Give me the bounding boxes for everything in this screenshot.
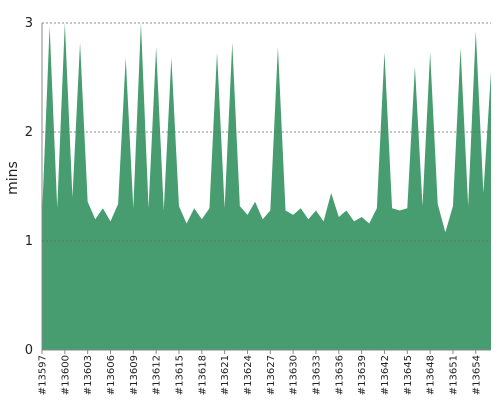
x-tick-label: #13645: [403, 355, 414, 395]
y-axis-title: mins: [5, 161, 21, 195]
x-tick-label: #13597: [38, 355, 49, 395]
grid-layer: [42, 22, 491, 242]
x-tick-label: #13642: [380, 355, 391, 395]
x-tick-label: #13633: [311, 355, 322, 395]
x-tick-label: #13636: [334, 355, 345, 395]
x-tick-label: #13615: [174, 355, 185, 395]
x-tick-label: #13606: [106, 355, 117, 395]
x-tick-label: #13654: [471, 355, 482, 395]
x-tick-label: #13600: [60, 355, 71, 395]
x-tick-label: #13639: [357, 355, 368, 395]
x-tick-label: #13609: [129, 355, 140, 395]
y-tick-label: 0: [25, 343, 33, 358]
x-tick-label: #13624: [243, 355, 254, 395]
axis-layer: 0 1 2 3 #13597 #13600 #13603 #13606 #13609 #13612…: [25, 16, 491, 395]
x-tick-label: #13612: [152, 355, 163, 395]
x-tick-label: #13651: [448, 355, 459, 395]
x-tick-label: #13618: [197, 355, 208, 395]
x-tick-label: #13627: [266, 355, 277, 395]
area-series: [42, 23, 491, 350]
x-tick-label: #13621: [220, 355, 231, 395]
x-tick-label: #13630: [289, 355, 300, 395]
y-tick-label: 3: [25, 16, 33, 31]
x-tick-label: #13648: [426, 355, 437, 395]
y-tick-label: 1: [25, 234, 33, 249]
x-tick-label: #13603: [83, 355, 94, 395]
area-layer: [42, 23, 491, 350]
y-tick-label: 2: [25, 125, 33, 140]
